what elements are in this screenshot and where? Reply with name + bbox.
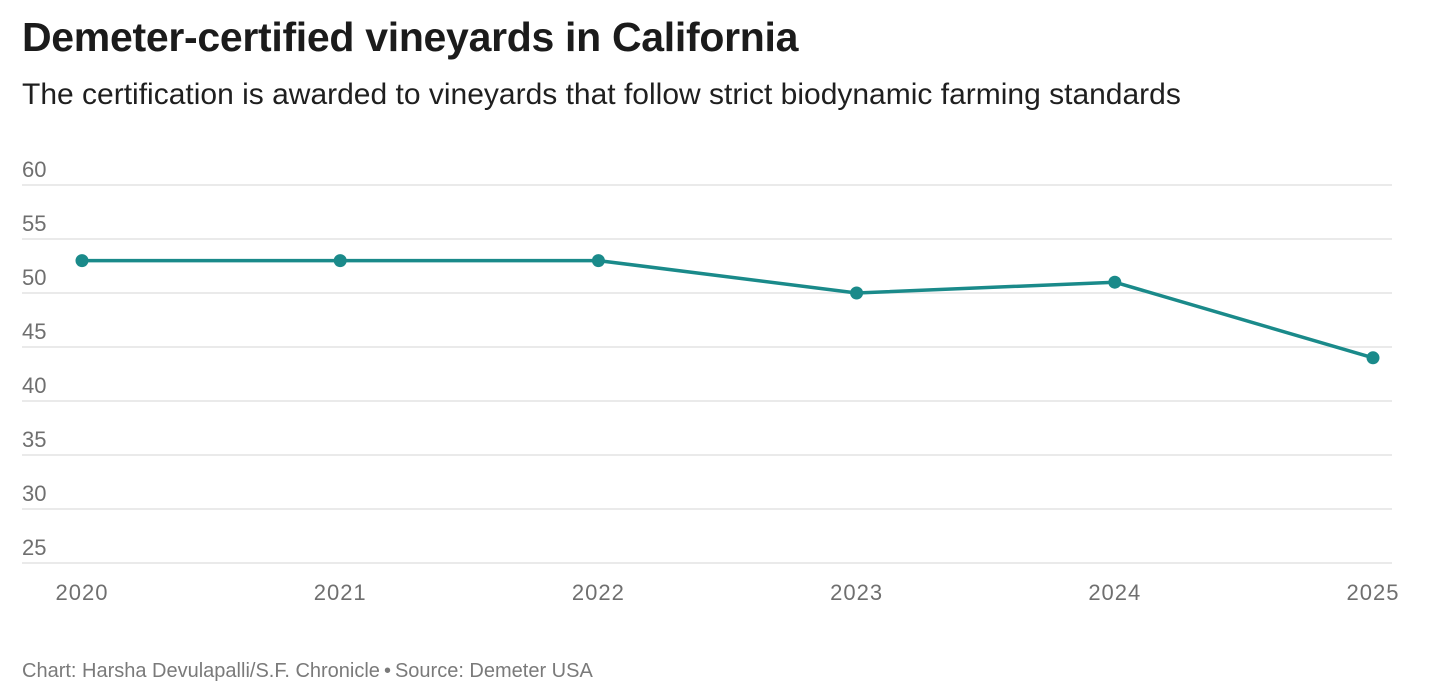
credit-separator: • [383,660,391,682]
data-point-2021 [333,254,347,268]
x-tick-label: 2024 [1088,580,1141,605]
y-tick-label: 25 [22,535,46,560]
y-tick-label: 30 [22,481,46,506]
series [75,254,1380,365]
y-tick-label: 45 [22,319,46,344]
data-point-2023 [850,286,864,300]
chart-title: Demeter-certified vineyards in Californi… [22,14,799,60]
y-tick-label: 50 [22,265,46,290]
x-tick-label: 2022 [572,580,625,605]
y-axis-ticks: 25 30 35 40 45 50 55 60 [22,157,46,560]
y-tick-label: 55 [22,211,46,236]
credit-author: Chart: Harsha Devulapalli/S.F. Chronicle [22,660,380,682]
chart-credit: Chart: Harsha Devulapalli/S.F. Chronicle… [22,660,593,683]
data-point-2025 [1366,351,1380,365]
gridlines [22,184,1392,564]
data-point-2024 [1108,275,1122,289]
x-axis-ticks: 2020 2021 2022 2023 2024 2025 [56,580,1400,605]
x-tick-label: 2023 [830,580,883,605]
series-line [80,258,1375,360]
data-point-2020 [75,254,89,268]
y-tick-label: 35 [22,427,46,452]
y-tick-label: 40 [22,373,46,398]
credit-source: Source: Demeter USA [394,660,593,682]
x-tick-label: 2025 [1347,580,1400,605]
data-point-2022 [591,254,605,268]
x-tick-label: 2021 [314,580,367,605]
chart-subtitle: The certification is awarded to vineyard… [22,78,1181,111]
y-tick-label: 60 [22,157,46,182]
x-tick-label: 2020 [56,580,109,605]
